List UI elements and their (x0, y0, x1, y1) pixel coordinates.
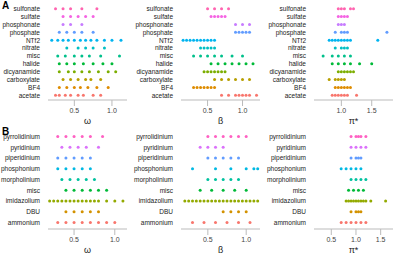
svg-text:0.5: 0.5 (69, 236, 79, 243)
svg-text:NTf2: NTf2 (26, 37, 40, 44)
svg-text:sulfonate: sulfonate (14, 5, 41, 12)
svg-text:phosphonium: phosphonium (134, 165, 173, 173)
svg-text:β: β (218, 116, 223, 124)
svg-text:phosphate: phosphate (143, 29, 174, 37)
svg-text:DBU: DBU (26, 208, 40, 215)
svg-text:β: β (218, 245, 223, 253)
svg-text:NTf2: NTf2 (292, 37, 306, 44)
svg-text:pyrrolidinium: pyrrolidinium (136, 133, 173, 141)
svg-text:sulfate: sulfate (287, 13, 307, 20)
svg-text:ammonium: ammonium (8, 219, 40, 226)
svg-text:misc: misc (27, 52, 41, 59)
svg-text:acetate: acetate (19, 92, 41, 99)
svg-text:sulfonate: sulfonate (280, 5, 307, 12)
svg-text:BF4: BF4 (294, 84, 306, 91)
svg-text:ω: ω (84, 245, 91, 253)
svg-text:dicyanamide: dicyanamide (270, 68, 307, 76)
svg-text:NTf2: NTf2 (159, 37, 173, 44)
svg-text:misc: misc (27, 187, 41, 194)
svg-text:imidazolium: imidazolium (8, 197, 40, 204)
svg-text:pyridinium: pyridinium (276, 144, 306, 152)
svg-text:dicyanamide: dicyanamide (137, 68, 174, 76)
svg-text:pyridinium: pyridinium (143, 144, 173, 152)
svg-text:nitrate: nitrate (22, 44, 40, 51)
svg-text:0.5: 0.5 (203, 107, 213, 114)
svg-text:phosphonium: phosphonium (267, 165, 306, 173)
html-text:A: A (2, 0, 10, 11)
svg-text:imidazolium: imidazolium (272, 197, 306, 204)
svg-text:sulfate: sulfate (21, 13, 41, 20)
svg-text:π*: π* (349, 245, 359, 253)
svg-text:1.0: 1.0 (238, 107, 248, 114)
svg-text:π*: π* (349, 116, 359, 124)
svg-text:nitrate: nitrate (155, 44, 173, 51)
svg-text:1.5: 1.5 (367, 107, 377, 114)
svg-text:phosphonate: phosphonate (268, 21, 306, 29)
svg-text:acetate: acetate (152, 92, 174, 99)
svg-text:ammonium: ammonium (274, 219, 306, 226)
svg-text:1.0: 1.0 (336, 107, 346, 114)
svg-text:morpholinium: morpholinium (134, 176, 173, 184)
svg-text:pyrrolidinium: pyrrolidinium (269, 133, 306, 141)
svg-text:morpholinium: morpholinium (267, 176, 306, 184)
svg-text:misc: misc (160, 52, 174, 59)
svg-text:ω: ω (84, 116, 91, 124)
svg-text:pyrrolidinium: pyrrolidinium (8, 133, 40, 141)
svg-text:dicyanamide: dicyanamide (8, 68, 40, 76)
svg-text:phosphonium: phosphonium (8, 165, 40, 173)
svg-text:1.0: 1.0 (107, 107, 117, 114)
svg-text:phosphate: phosphate (10, 29, 41, 37)
svg-text:phosphate: phosphate (276, 29, 307, 37)
svg-text:ammonium: ammonium (141, 219, 173, 226)
svg-text:imidazolium: imidazolium (139, 197, 173, 204)
svg-text:1.5: 1.5 (376, 236, 386, 243)
svg-text:carboxylate: carboxylate (273, 76, 307, 84)
svg-text:0.5: 0.5 (69, 107, 79, 114)
svg-text:1.0: 1.0 (351, 236, 361, 243)
svg-text:BF4: BF4 (161, 84, 173, 91)
svg-text:misc: misc (160, 187, 174, 194)
svg-text:0.5: 0.5 (326, 236, 336, 243)
svg-text:1.0: 1.0 (110, 236, 120, 243)
svg-text:piperidinium: piperidinium (138, 154, 173, 162)
svg-text:DBU: DBU (159, 208, 173, 215)
svg-text:halide: halide (289, 60, 307, 67)
svg-text:halide: halide (156, 60, 174, 67)
svg-text:BF4: BF4 (28, 84, 40, 91)
html-text:B: B (2, 126, 10, 137)
svg-text:0.5: 0.5 (203, 236, 213, 243)
svg-text:pyridinium: pyridinium (10, 144, 40, 152)
svg-text:carboxylate: carboxylate (140, 76, 174, 84)
svg-text:misc: misc (293, 52, 307, 59)
svg-text:DBU: DBU (292, 208, 306, 215)
svg-text:carboxylate: carboxylate (8, 76, 40, 84)
svg-text:halide: halide (23, 60, 41, 67)
svg-text:piperidinium: piperidinium (8, 154, 40, 162)
svg-text:piperidinium: piperidinium (271, 154, 306, 162)
svg-text:sulfate: sulfate (154, 13, 174, 20)
svg-text:misc: misc (293, 187, 307, 194)
svg-text:phosphonate: phosphonate (8, 21, 40, 29)
svg-text:phosphonate: phosphonate (135, 21, 173, 29)
svg-text:sulfonate: sulfonate (147, 5, 174, 12)
svg-text:morpholinium: morpholinium (8, 176, 40, 184)
svg-text:1.0: 1.0 (241, 236, 251, 243)
svg-text:acetate: acetate (285, 92, 307, 99)
svg-text:nitrate: nitrate (288, 44, 306, 51)
